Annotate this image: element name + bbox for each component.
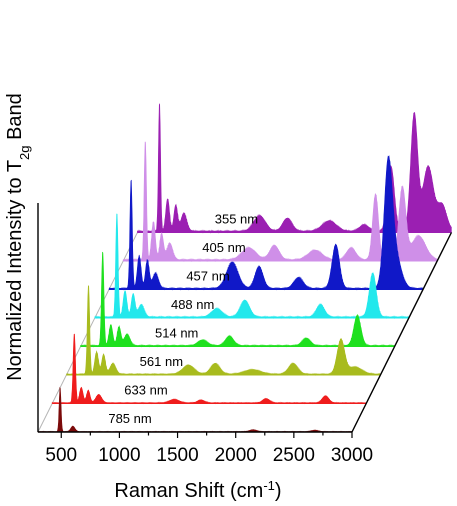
- series-label: 785 nm: [108, 411, 151, 426]
- x-tick-label: 3000: [331, 445, 373, 466]
- y-axis-title: Normalized Intensity to T2g Band: [4, 93, 32, 381]
- depth-axis-line: [351, 232, 453, 433]
- series-labels: 355 nm 405 nm 457 nm 488 nm 514 nm 561 nm 633 …: [108, 212, 258, 427]
- x-tick-label: 1000: [98, 445, 140, 466]
- series-label: 355 nm: [215, 212, 258, 227]
- series-label: 488 nm: [171, 297, 214, 312]
- series-label: 457 nm: [186, 269, 229, 284]
- x-tick-label: 2000: [215, 445, 257, 466]
- series-label: 514 nm: [155, 326, 198, 341]
- x-tick-label: 2500: [273, 445, 315, 466]
- series-label: 561 nm: [140, 354, 183, 369]
- series-label: 405 nm: [202, 240, 245, 255]
- x-tick-label: 500: [45, 445, 77, 466]
- x-tick-label: 1500: [156, 445, 198, 466]
- series-label: 633 nm: [124, 383, 167, 398]
- x-axis-title: Raman Shift (cm-1): [114, 478, 281, 503]
- axes: 500 1000 1500 2000 2500 3000: [37, 203, 453, 466]
- spectrum-561-nm: [66, 285, 381, 376]
